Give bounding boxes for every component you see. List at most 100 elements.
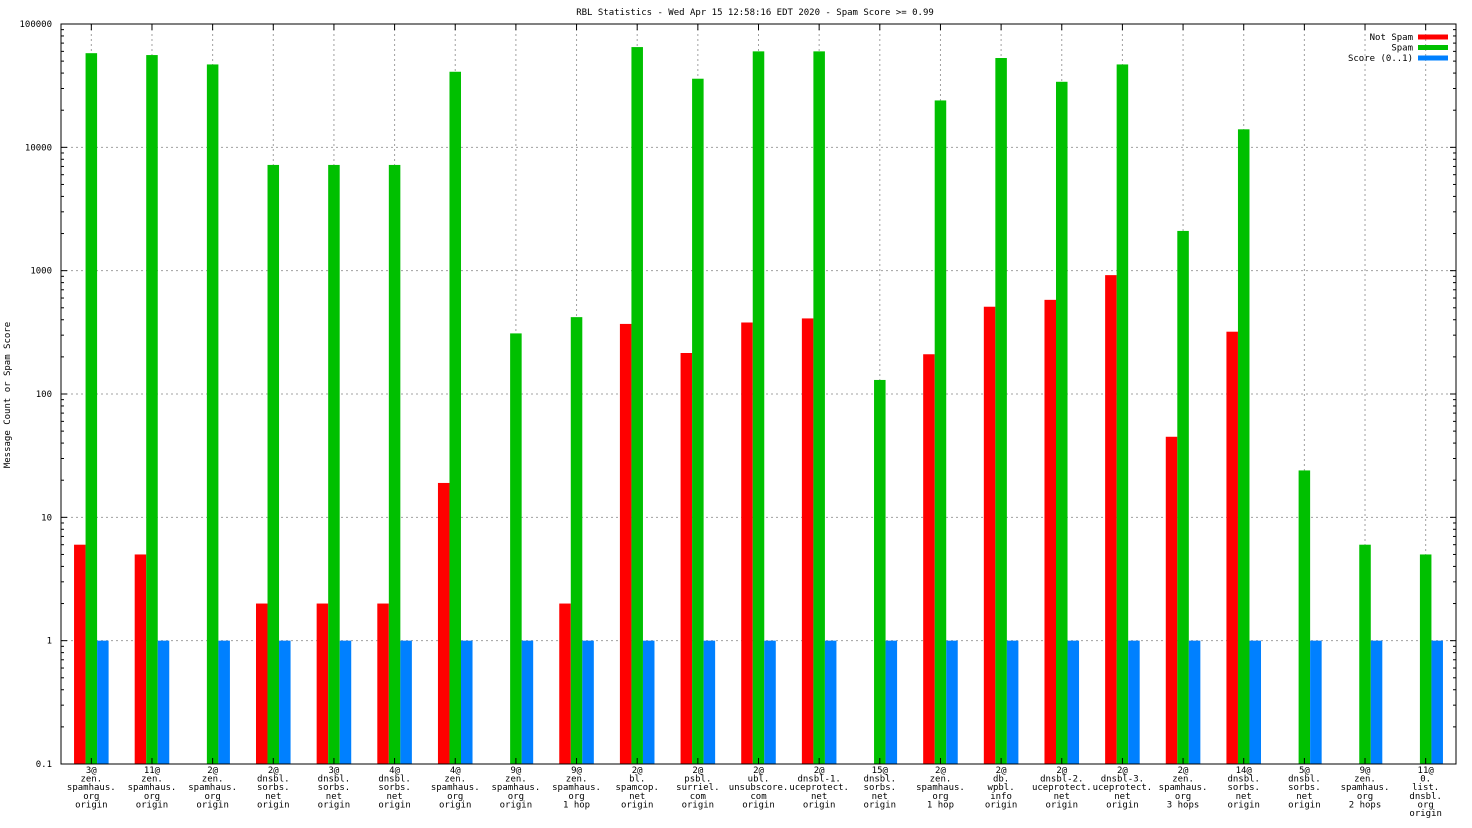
x-tick-label-line: origin [864, 800, 897, 810]
x-tick-label-line: origin [1409, 809, 1442, 819]
x-tick-label-line: 2@ [753, 766, 764, 776]
x-tick-label-line: 2@ [935, 766, 946, 776]
x-tick-label-line: net [1296, 792, 1312, 802]
bar-spam [934, 100, 947, 764]
bar-score-0-1 [1067, 640, 1080, 764]
x-tick-label-line: sorbs. [257, 783, 290, 793]
x-tick-label: 2@ zen. spamhaus. org 1 hop [916, 766, 965, 810]
x-tick-label-line: origin [682, 800, 715, 810]
bar-spam [1419, 554, 1432, 764]
x-tick-label-line: 4@ [450, 766, 461, 776]
x-tick-label-line: org [83, 792, 99, 802]
bar-spam [1177, 230, 1189, 765]
x-tick-label-line: dnsbl. [257, 775, 290, 785]
x-tick-label-line: origin [803, 800, 836, 810]
x-tick-label-line: sorbs. [1227, 783, 1260, 793]
x-tick-label-line: uceprotect. [1093, 783, 1153, 793]
y-tick-label: 10000 [25, 143, 52, 153]
bar-spam [146, 55, 158, 764]
x-tick-label-line: dnsbl-2. [1040, 775, 1083, 785]
bar-spam [631, 47, 643, 764]
x-tick-label-line: 4@ [389, 766, 400, 776]
bar-score-0-1 [885, 640, 898, 764]
bar-not-spam [437, 482, 450, 764]
x-tick-label-line: 9@ [510, 766, 521, 776]
x-tick-label-line: 14@ [1236, 766, 1253, 776]
bar-score-0-1 [461, 640, 473, 764]
x-tick-label-line: spamhaus. [1159, 783, 1208, 793]
x-tick-label-line: sorbs. [318, 783, 351, 793]
chart-title: RBL Statistics - Wed Apr 15 12:58:16 EDT… [576, 8, 934, 18]
bar-score-0-1 [1249, 640, 1262, 764]
x-tick-label-line: dnsbl. [318, 775, 351, 785]
x-tick-label-line: 0. [1420, 775, 1431, 785]
x-tick-label-line: origin [439, 800, 472, 810]
x-tick-label-line: origin [1288, 800, 1321, 810]
x-tick-label: 9@ zen. spamhaus. org 1 hop [552, 766, 601, 810]
x-tick-label-line: 2@ [1117, 766, 1128, 776]
x-tick-label-line: net [265, 792, 281, 802]
bar-spam [813, 51, 825, 765]
bar-not-spam [316, 603, 329, 764]
x-tick-label-line: zen. [444, 775, 466, 785]
bar-not-spam [74, 544, 86, 764]
x-tick-label-line: 2 hops [1349, 800, 1382, 810]
bar-spam [388, 164, 401, 765]
x-tick-label-line: net [1054, 792, 1070, 802]
x-tick-label-line: net [326, 792, 342, 802]
bar-not-spam [923, 354, 935, 764]
x-tick-label-line: 2@ [996, 766, 1007, 776]
bar-spam [1359, 544, 1371, 764]
x-tick-label-line: origin [136, 800, 169, 810]
bars [74, 47, 1443, 765]
x-tick-label: 9@ zen. spamhaus. org 2 hops [1341, 766, 1390, 810]
x-tick-label-line: origin [1046, 800, 1079, 810]
x-tick-label-line: wpbl. [988, 783, 1015, 793]
bar-spam [1055, 81, 1068, 765]
x-tick-label-line: 2@ [1056, 766, 1067, 776]
y-tick-label: 10 [41, 513, 52, 523]
x-tick-label-line: org [204, 792, 220, 802]
bar-not-spam [134, 554, 147, 764]
x-tick-label-line: org [1175, 792, 1191, 802]
x-tick-label-line: ubl. [748, 775, 770, 785]
bar-not-spam [559, 603, 571, 764]
x-tick-label: 2@ zen. spamhaus. org 3 hops [1159, 766, 1208, 810]
x-tick-label-line: db. [993, 775, 1009, 785]
x-tick-label: 2@ zen. spamhaus. org origin [188, 766, 237, 810]
bar-not-spam [1165, 436, 1178, 764]
x-tick-label: 2@ ubl. unsubscore. com origin [729, 766, 789, 810]
x-tick-label-line: net [386, 792, 402, 802]
x-tick-label: 2@ psbl. surriel. com origin [676, 766, 719, 810]
x-tick-label-line: 15@ [872, 766, 889, 776]
x-tick-label-line: 5@ [1299, 766, 1310, 776]
x-tick-label-line: net [629, 792, 645, 802]
x-tick-label-line: spamhaus. [1341, 783, 1390, 793]
y-tick-label: 100 [36, 390, 52, 400]
x-tick-label-line: 9@ [1360, 766, 1371, 776]
x-tick-label-line: dnsbl. [1227, 775, 1260, 785]
bar-spam [570, 317, 583, 764]
bar-score-0-1 [97, 640, 109, 764]
bar-not-spam [983, 306, 996, 764]
x-tick-label-line: origin [1227, 800, 1260, 810]
bar-spam [85, 53, 98, 764]
x-tick-label-line: origin [1106, 800, 1139, 810]
bar-spam [1298, 470, 1311, 764]
x-tick-label-line: zen. [505, 775, 527, 785]
x-tick-label: 2@ dnsbl. sorbs. net origin [257, 766, 290, 810]
x-tick-label-line: zen. [141, 775, 163, 785]
bar-score-0-1 [400, 640, 412, 764]
x-tick-label-line: spamhaus. [552, 783, 601, 793]
x-tick-label: 2@ bl. spamcop. net origin [616, 766, 659, 810]
x-tick-label-line: spamhaus. [431, 783, 480, 793]
x-tick-label-line: spamcop. [616, 783, 659, 793]
bar-spam [328, 164, 340, 765]
x-tick-label-line: net [811, 792, 827, 802]
x-tick-label-line: 11@ [1418, 766, 1435, 776]
bar-not-spam [1226, 331, 1238, 764]
bar-score-0-1 [218, 640, 230, 764]
x-tick-label-line: zen. [930, 775, 952, 785]
x-tick-label: 2@ dnsbl-1. uceprotect. net origin [789, 766, 849, 810]
